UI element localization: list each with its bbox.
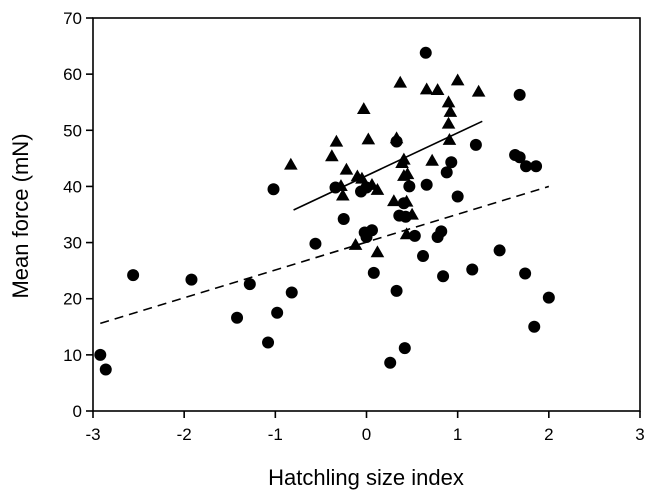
x-tick-label: 2	[544, 425, 553, 444]
triangle-point	[335, 188, 350, 201]
circle-point	[337, 212, 350, 225]
circle-point	[493, 244, 506, 257]
triangle-point	[400, 167, 415, 180]
y-tick-label: 60	[63, 65, 82, 84]
circle-point	[231, 311, 244, 324]
triangle-point	[399, 194, 414, 207]
triangle-point	[397, 152, 411, 165]
x-tick-label: -3	[85, 425, 100, 444]
dashed-trend-line	[100, 185, 550, 325]
x-tick-label: 3	[635, 425, 644, 444]
y-axis-title: Mean force (mN)	[8, 133, 33, 298]
data-points	[94, 46, 555, 376]
circle-point	[513, 151, 526, 164]
y-tick-label: 20	[63, 290, 82, 309]
circle-point	[243, 278, 256, 291]
y-tick-label: 30	[63, 234, 82, 253]
circle-point	[262, 336, 275, 349]
circle-point	[390, 284, 403, 297]
circle-point	[127, 269, 140, 282]
circle-point	[440, 166, 453, 179]
triangle-point	[425, 153, 439, 166]
circle-point	[367, 266, 380, 279]
triangle-point	[334, 179, 348, 191]
triangle-point	[361, 132, 376, 145]
circle-point	[285, 286, 298, 299]
circle-point	[530, 160, 543, 173]
circle-point	[360, 230, 373, 243]
y-tick-label: 70	[63, 9, 82, 28]
triangle-point	[442, 133, 457, 145]
circle-point	[384, 356, 397, 369]
triangle-point	[284, 157, 298, 170]
y-tick-label: 50	[63, 121, 82, 140]
regression-lines	[100, 120, 550, 325]
circle-point	[451, 190, 464, 203]
circle-point	[403, 180, 416, 193]
y-tick-label: 40	[63, 177, 82, 196]
triangle-point	[370, 182, 385, 195]
triangle-point	[356, 102, 371, 115]
triangle-point	[329, 134, 344, 147]
circle-point	[469, 138, 482, 151]
x-tick-label: -2	[177, 425, 192, 444]
triangle-point	[441, 95, 456, 108]
y-tick-label: 0	[73, 402, 82, 421]
circle-point	[309, 237, 322, 250]
circle-point	[437, 270, 450, 283]
triangle-point	[399, 227, 414, 240]
circle-point	[398, 342, 411, 355]
plot-frame	[92, 17, 641, 412]
triangle-point	[355, 171, 369, 184]
circle-point	[435, 225, 448, 238]
triangle-point	[419, 82, 434, 95]
circle-point	[513, 88, 526, 101]
circle-point	[94, 348, 107, 361]
triangle-point	[389, 131, 404, 144]
triangle-point	[405, 207, 419, 220]
triangle-point	[393, 75, 408, 88]
triangle-point	[430, 83, 445, 95]
triangle-point	[471, 84, 486, 97]
circle-point	[417, 250, 430, 263]
circle-point	[419, 46, 432, 59]
circle-point	[271, 306, 284, 319]
triangle-point	[325, 149, 339, 162]
y-tick-label: 10	[63, 346, 82, 365]
triangle-point	[370, 245, 385, 258]
triangle-point	[450, 73, 465, 86]
circle-point	[267, 183, 280, 196]
circle-point	[420, 178, 433, 191]
axes: 0 10 20 30 40 50 60 70 -3 -2 -1 0 1 2 3	[63, 9, 645, 444]
circle-point	[99, 363, 112, 376]
circle-point	[445, 156, 458, 169]
triangle-point	[387, 194, 401, 207]
circle-point	[520, 160, 533, 173]
triangle-point	[441, 116, 456, 129]
x-tick-label: 1	[453, 425, 462, 444]
x-axis-title: Hatchling size index	[268, 465, 464, 490]
x-tick-label: 0	[362, 425, 371, 444]
x-tick-label: -1	[268, 425, 283, 444]
circle-point	[528, 320, 541, 333]
triangle-point	[443, 104, 458, 117]
triangle-point	[339, 162, 354, 175]
circle-point	[519, 267, 532, 280]
circle-point	[542, 291, 555, 304]
triangle-point	[348, 238, 363, 250]
circle-point	[185, 273, 198, 286]
circle-point	[466, 263, 479, 276]
